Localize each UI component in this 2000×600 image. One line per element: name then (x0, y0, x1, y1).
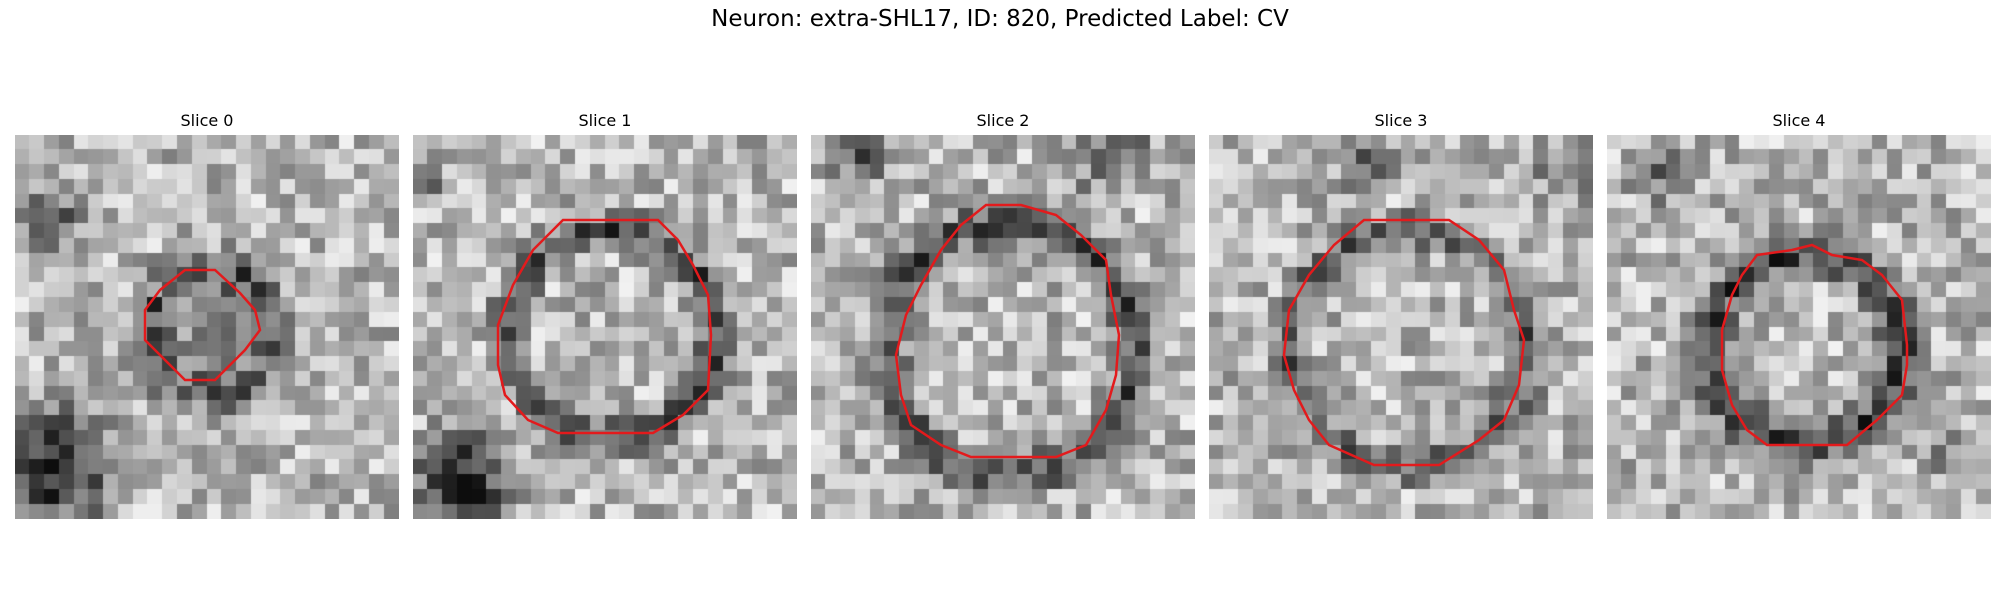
slice-panel-4: Slice 4 (1607, 110, 1991, 519)
slice-image-frame (811, 135, 1195, 519)
slice-title: Slice 0 (180, 111, 234, 130)
grayscale-slice-image (1209, 135, 1593, 519)
grayscale-slice-image (1607, 135, 1991, 519)
slice-title: Slice 4 (1772, 111, 1826, 130)
slice-panel-1: Slice 1 (413, 110, 797, 519)
slice-title: Slice 1 (578, 111, 632, 130)
slice-image-frame (1209, 135, 1593, 519)
slice-panel-3: Slice 3 (1209, 110, 1593, 519)
slice-image-frame (413, 135, 797, 519)
grayscale-slice-image (15, 135, 399, 519)
slice-panel-2: Slice 2 (811, 110, 1195, 519)
slice-title: Slice 3 (1374, 111, 1428, 130)
grayscale-slice-image (811, 135, 1195, 519)
segmentation-contour (1720, 243, 1909, 447)
slice-title: Slice 2 (976, 111, 1030, 130)
segmentation-contour (1282, 218, 1526, 467)
segmentation-contour (143, 268, 262, 382)
figure-title: Neuron: extra-SHL17, ID: 820, Predicted … (711, 6, 1289, 32)
slice-image-frame (1607, 135, 1991, 519)
segmentation-contour (496, 218, 713, 435)
segmentation-contour (894, 203, 1121, 459)
slice-image-frame (15, 135, 399, 519)
slice-panel-0: Slice 0 (15, 110, 399, 519)
grayscale-slice-image (413, 135, 797, 519)
